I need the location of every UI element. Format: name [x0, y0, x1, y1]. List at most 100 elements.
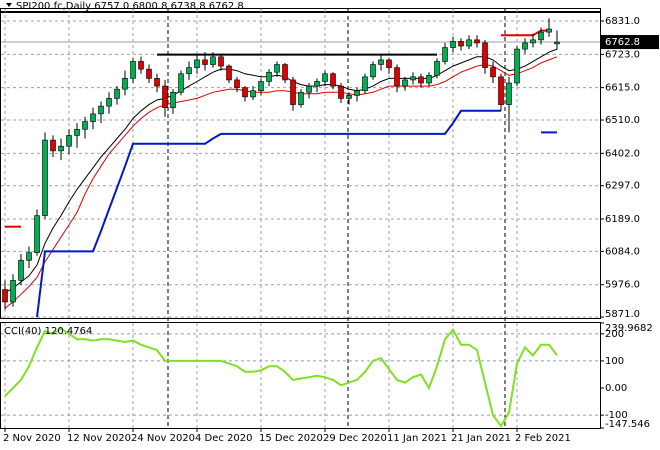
candle-body — [186, 67, 192, 75]
candle-body — [442, 47, 448, 62]
candle-body — [98, 105, 104, 115]
candle-body — [82, 121, 88, 130]
candle-body — [482, 42, 488, 68]
candle-body — [450, 41, 456, 48]
candle-body — [226, 65, 232, 81]
candle-body — [18, 260, 24, 281]
cci-panel — [0, 322, 601, 429]
y-tick-label: -100 — [605, 410, 628, 421]
candle-body — [458, 41, 464, 47]
chart-title: SPI200.fc,Daily 6757.0 6800.8 6738.8 676… — [16, 1, 244, 12]
main-panel — [0, 8, 601, 319]
candle-body — [410, 76, 416, 81]
candle-body — [26, 252, 32, 261]
candle-body — [378, 59, 384, 65]
candle-body — [354, 90, 360, 96]
candle-body — [530, 39, 536, 44]
line — [4, 48, 558, 294]
x-tick-label: 2 Nov 2020 — [3, 433, 61, 444]
candle-body — [138, 61, 144, 70]
candle-body — [170, 91, 176, 108]
candle-body — [50, 139, 56, 152]
candle-body — [394, 67, 400, 87]
candle-body — [306, 85, 312, 93]
candle-body — [2, 289, 8, 303]
candle-body — [322, 73, 328, 82]
x-tick-label: 12 Nov 2020 — [67, 433, 131, 444]
candle-body — [426, 75, 432, 84]
candle-body — [274, 64, 280, 73]
y-tick-label: 100 — [605, 356, 624, 367]
candle-body — [242, 87, 248, 98]
line — [4, 327, 558, 428]
price-label: 6762.8 — [605, 37, 640, 48]
y-tick-label: 5976.0 — [605, 280, 640, 291]
y-tick-label: 239.9682 — [605, 323, 653, 334]
candle-body — [490, 67, 496, 78]
candle-body — [90, 113, 96, 122]
candle-body — [434, 61, 440, 76]
candle-body — [162, 85, 168, 108]
y-tick-label: 6510.0 — [605, 115, 640, 126]
candle-body — [10, 280, 16, 303]
candle-body — [258, 81, 264, 92]
candle-body — [298, 91, 304, 105]
candle-body — [370, 64, 376, 78]
candle-body — [114, 88, 120, 99]
y-tick-label: -147.546 — [605, 419, 650, 430]
y-tick-label: 6723.0 — [605, 49, 640, 60]
candle-body — [146, 68, 152, 79]
x-tick-label: 29 Dec 2020 — [323, 433, 387, 444]
x-tick-label: 21 Jan 2021 — [451, 433, 511, 444]
candle-body — [58, 145, 64, 152]
line — [4, 56, 558, 309]
title-icon — [6, 3, 12, 7]
y-tick-label: 6831.0 — [605, 16, 640, 27]
plot-layer: 6831.0 6723.0 6615.0 6510.0 6402.0 6297.0 6189… — [1, 9, 659, 444]
x-tick-label: 2 Feb 2021 — [515, 433, 571, 444]
candle-body — [402, 79, 408, 87]
x-tick-label: 4 Dec 2020 — [195, 433, 253, 444]
candle-body — [538, 31, 544, 41]
y-tick-label: 5871.0 — [605, 309, 640, 320]
candle-body — [346, 95, 352, 99]
y-tick-label: 6189.0 — [605, 214, 640, 225]
candle-body — [210, 56, 216, 65]
candle-body — [266, 71, 272, 82]
price-box — [601, 35, 659, 50]
candle-body — [66, 135, 72, 147]
y-tick-label: 6615.0 — [605, 83, 640, 94]
candle-body — [338, 85, 344, 99]
candle-body — [178, 73, 184, 93]
candle-body — [362, 76, 368, 92]
candle-body — [106, 98, 112, 107]
cci-title: CCI(40) 120.4764 — [4, 326, 92, 337]
x-tick-label: 11 Jan 2021 — [387, 433, 447, 444]
candle-body — [474, 39, 480, 44]
candle-body — [466, 39, 472, 47]
candle-body — [506, 82, 512, 105]
candle-body — [514, 48, 520, 84]
candle-body — [234, 79, 240, 88]
candle-body — [250, 90, 256, 98]
candle-body — [282, 64, 288, 81]
candle-body — [122, 78, 128, 90]
candle-body — [34, 215, 40, 253]
candle-body — [154, 78, 160, 87]
y-tick-label: 6084.0 — [605, 246, 640, 257]
y-tick-label: 6402.0 — [605, 148, 640, 159]
line — [36, 109, 501, 318]
candle-body — [554, 41, 560, 45]
x-tick-label: 15 Dec 2020 — [259, 433, 323, 444]
candle-body — [546, 28, 552, 33]
candle-body — [418, 76, 424, 84]
candle-body — [202, 59, 208, 65]
candle-body — [290, 79, 296, 105]
candle-body — [314, 81, 320, 87]
candle-body — [130, 61, 136, 79]
y-tick-label: 200 — [605, 329, 624, 340]
x-tick-label: 24 Nov 2020 — [131, 433, 195, 444]
candle-body — [74, 128, 80, 136]
candle-body — [386, 59, 392, 68]
